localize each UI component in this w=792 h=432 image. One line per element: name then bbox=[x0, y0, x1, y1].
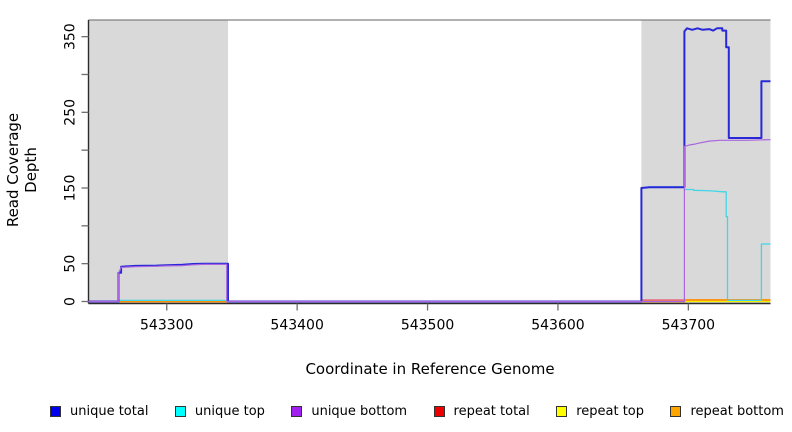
repeat-top-swatch-icon bbox=[556, 405, 568, 417]
legend-label: unique top bbox=[194, 403, 265, 419]
unique-bottom-swatch-icon bbox=[291, 405, 303, 417]
svg-text:150: 150 bbox=[63, 175, 79, 202]
unique-top-swatch-icon bbox=[174, 405, 186, 417]
svg-text:543300: 543300 bbox=[140, 318, 193, 334]
svg-text:543400: 543400 bbox=[270, 318, 323, 334]
svg-text:543700: 543700 bbox=[662, 318, 715, 334]
legend-item-repeat-total: repeat total bbox=[433, 403, 530, 419]
legend: unique total unique top unique bottom re… bbox=[50, 398, 784, 424]
legend-label: repeat total bbox=[453, 403, 530, 419]
repeat-total-swatch-icon bbox=[433, 405, 445, 417]
repeat-bottom-swatch-icon bbox=[670, 405, 682, 417]
legend-item-unique-bottom: unique bottom bbox=[291, 404, 407, 419]
legend-label: repeat top bbox=[576, 403, 644, 419]
svg-text:50: 50 bbox=[63, 255, 79, 273]
svg-text:250: 250 bbox=[63, 99, 79, 126]
legend-item-repeat-top: repeat top bbox=[556, 404, 644, 419]
legend-item-repeat-bottom: repeat bottom bbox=[670, 404, 784, 419]
svg-text:543600: 543600 bbox=[531, 318, 584, 334]
x-axis-title: Coordinate in Reference Genome bbox=[305, 360, 555, 378]
legend-item-unique-total: unique total bbox=[50, 404, 148, 419]
legend-label: unique total bbox=[70, 403, 149, 419]
legend-label: unique bottom bbox=[311, 403, 408, 419]
svg-text:350: 350 bbox=[63, 23, 79, 50]
svg-text:0: 0 bbox=[63, 297, 79, 306]
svg-text:543500: 543500 bbox=[401, 318, 454, 334]
unique-total-swatch-icon bbox=[50, 405, 61, 417]
legend-item-unique-top: unique top bbox=[174, 403, 265, 419]
y-axis-title: Read Coverage Depth bbox=[4, 112, 40, 228]
legend-label: repeat bottom bbox=[690, 403, 784, 419]
